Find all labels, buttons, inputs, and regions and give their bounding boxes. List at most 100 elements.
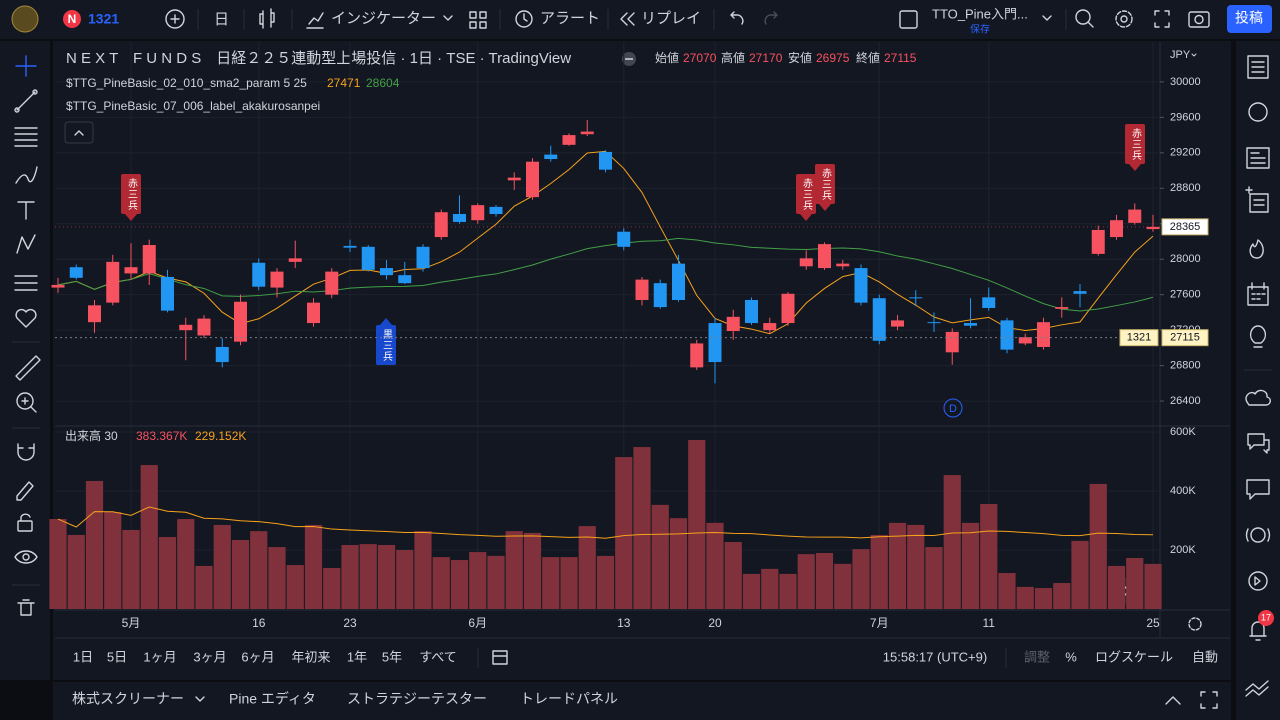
alert-button[interactable]: アラート [540,10,600,27]
volume-tick-label: 400K [1170,485,1196,497]
candle-body [489,206,503,214]
timeframe-button[interactable]: 年初来 [291,649,330,664]
crosshair-tool[interactable] [15,55,37,77]
last-price-bg [1161,218,1209,236]
fullscreen-icon[interactable] [1154,10,1170,28]
layout-square-icon[interactable] [899,10,918,29]
indicator-name[interactable]: $TTG_PineBasic_02_010_sma2_param 5 25 [66,76,307,90]
volume-bar [469,552,487,609]
interval[interactable]: 日 [214,11,229,28]
x-tick-label: 23 [343,616,357,630]
search-icon[interactable] [1075,9,1091,25]
panel-tab[interactable]: ストラテジーテスター [347,691,487,707]
text-tool[interactable] [17,201,35,220]
avatar[interactable] [11,5,39,33]
timeframe-button[interactable]: 5年 [382,649,402,664]
candle-body [745,299,758,324]
timeframe-button[interactable]: 3ヶ月 [193,649,226,664]
redo-icon[interactable] [764,11,778,25]
alert-icon[interactable] [515,10,533,28]
streams-icon[interactable] [1245,389,1271,406]
currency[interactable]: JPY [1170,49,1191,61]
replay-button[interactable]: リプレイ [641,10,701,27]
help-waves [1245,528,1271,542]
auto-toggle[interactable]: 自動 [1192,649,1218,664]
panel-tab[interactable]: トレードパネル [520,691,618,707]
watchlist-icon[interactable] [1247,55,1269,79]
volume-bar [250,531,268,609]
collapse-button[interactable] [64,121,94,144]
indicator-name[interactable]: $TTG_PineBasic_07_006_label_akakurosanpe… [66,99,320,113]
add-symbol-icon[interactable] [165,9,185,29]
candle-body [872,298,886,341]
chats-icon[interactable] [1247,433,1270,454]
candle-body [653,283,667,308]
timeframe-button[interactable]: すべて [419,649,457,664]
panel-toggle[interactable] [1165,696,1181,705]
axis-settings-icon[interactable] [1188,617,1202,631]
visibility-tool[interactable] [14,550,38,564]
ideas-icon[interactable] [1249,325,1267,348]
dividend-marker[interactable] [943,398,963,418]
hotlist-icon[interactable] [1249,239,1264,259]
lock-tool[interactable] [17,520,33,532]
layout-name[interactable]: TTO_Pine入門... [932,6,1028,21]
volume-bar [651,504,669,609]
log-toggle[interactable]: ログスケール [1095,649,1173,664]
dividend-text: D [949,403,957,415]
timeframe-button[interactable]: 1ヶ月 [143,649,176,664]
panel-tab[interactable]: 株式スクリーナー [72,691,184,707]
candle-body [1037,322,1050,347]
trading-icon[interactable] [1245,680,1269,697]
timeframe-button[interactable]: 1年 [347,649,367,664]
ruler-tool[interactable] [15,355,41,381]
adjust-toggle[interactable]: 調整 [1024,649,1050,664]
candle-body [1018,337,1032,344]
layout-icon[interactable] [469,11,487,29]
percent-toggle[interactable]: % [1065,649,1077,664]
delete-tool[interactable] [17,599,35,616]
publish-button[interactable] [1227,5,1272,33]
brush-tool[interactable] [15,166,38,184]
timeframe-button[interactable]: 6ヶ月 [241,649,274,664]
alerts-icon[interactable] [1248,102,1268,122]
camera-icon[interactable] [1188,11,1210,28]
chart-type-icon[interactable] [259,8,275,29]
volume-bar [286,565,304,609]
fib-tool[interactable] [14,127,38,147]
candle-body [1055,307,1069,309]
messages-icon[interactable] [1246,479,1270,500]
calendar-icon[interactable] [1247,282,1269,306]
trend-line-tool[interactable] [16,91,36,111]
chevron[interactable] [1042,15,1052,21]
chevron[interactable] [443,15,453,21]
undo-icon[interactable] [730,11,744,25]
pattern-tool[interactable] [16,234,36,254]
icon-tool[interactable] [15,308,37,328]
ohlc-value: 27070 [683,51,717,65]
magnet-tool[interactable] [17,443,35,461]
replay-icon[interactable] [620,12,635,26]
data-window-icon[interactable] [1245,186,1269,213]
symbol[interactable]: 1321 [88,11,119,27]
panel-maximize[interactable] [1200,691,1218,709]
clock[interactable]: 15:58:17 (UTC+9) [883,649,987,664]
timeframe-button[interactable]: 1日 [73,649,93,664]
symbol-badge[interactable] [63,10,81,28]
chevron[interactable] [195,696,205,702]
timeframe-button[interactable]: 5日 [107,649,127,664]
forecast-tool[interactable] [14,275,38,291]
notifications-icon[interactable] [1249,621,1267,641]
settings-icon[interactable] [1115,10,1133,28]
replay-widget-icon[interactable] [1248,571,1268,591]
help-icon[interactable] [1250,527,1266,543]
news-icon[interactable] [1246,147,1270,169]
lock-draw-tool[interactable] [16,481,34,501]
indicator-icon[interactable] [306,12,324,29]
volume-bar [925,547,943,609]
signal-pointer [819,204,831,211]
indicators-button[interactable]: インジケーター [331,10,436,27]
zoom-tool[interactable] [16,392,34,410]
date-range-icon[interactable] [492,650,508,665]
panel-tab[interactable]: Pine エディタ [229,691,316,707]
